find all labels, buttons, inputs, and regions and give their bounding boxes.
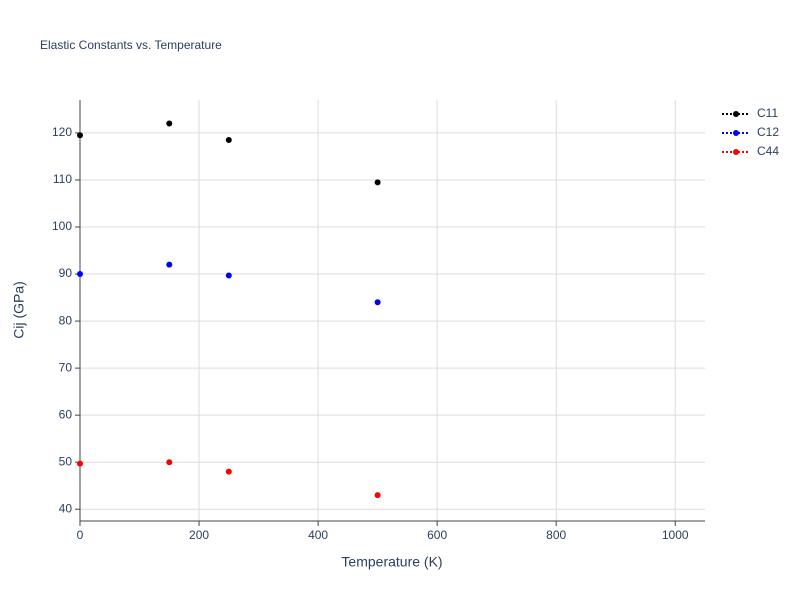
- point: [166, 120, 173, 127]
- point: [77, 132, 83, 139]
- point: [225, 136, 232, 143]
- y-tick-label: 90: [59, 266, 73, 280]
- point: [374, 179, 381, 186]
- y-axis-label: Cij (GPa): [11, 281, 27, 339]
- x-tick-label: 1000: [662, 528, 689, 542]
- x-tick-label: 400: [308, 528, 328, 542]
- y-tick-label: 80: [59, 313, 73, 327]
- x-tick-label: 800: [546, 528, 566, 542]
- point: [374, 299, 381, 306]
- y-tick-label: 50: [59, 454, 73, 468]
- x-tick-label: 600: [427, 528, 447, 542]
- x-tick-label: 200: [189, 528, 209, 542]
- y-tick-label: 40: [59, 501, 73, 515]
- point: [225, 468, 232, 475]
- y-tick-label: 110: [53, 172, 72, 186]
- y-tick-label: 120: [52, 125, 72, 139]
- point: [77, 460, 83, 467]
- point: [166, 261, 173, 268]
- chart-title: Elastic Constants vs. Temperature: [40, 38, 222, 52]
- legend-marker: [733, 149, 739, 155]
- point: [77, 271, 83, 278]
- legend-label: C11: [757, 106, 778, 120]
- x-tick-label: 0: [77, 528, 84, 542]
- y-tick-label: 100: [52, 219, 72, 233]
- legend-label: C12: [757, 125, 779, 139]
- legend-label: C44: [757, 144, 779, 158]
- y-tick-label: 70: [59, 360, 73, 374]
- legend-marker: [733, 111, 739, 117]
- x-axis-label: Temperature (K): [341, 554, 442, 570]
- legend-marker: [733, 130, 739, 136]
- point: [166, 459, 173, 466]
- point: [225, 272, 232, 279]
- y-tick-label: 60: [59, 407, 73, 421]
- point: [374, 492, 381, 499]
